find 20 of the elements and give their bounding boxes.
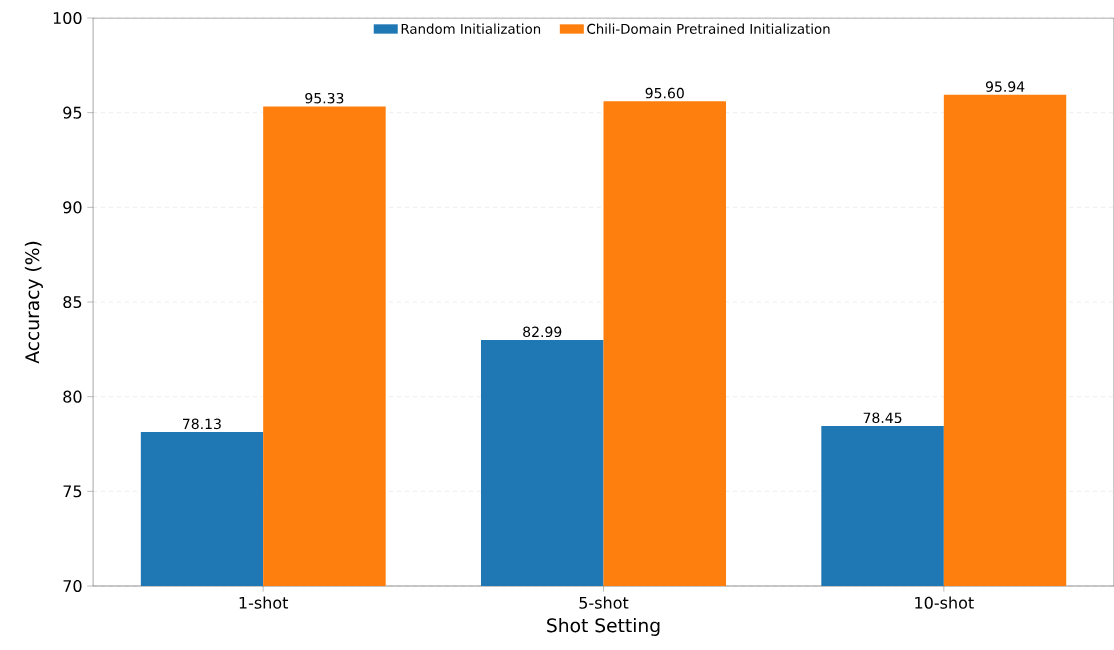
- data-label: 95.94: [985, 81, 1025, 92]
- x-tick-label: 10-shot: [915, 596, 974, 609]
- data-label: 95.60: [645, 87, 684, 99]
- x-axis-title: Shot Setting: [547, 617, 660, 637]
- y-tick-label: 80: [63, 390, 82, 403]
- data-label: 78.45: [863, 412, 902, 424]
- y-tick-label: 85: [63, 295, 82, 309]
- y-tick-label: 75: [63, 485, 82, 498]
- y-tick-label: 95: [63, 106, 82, 119]
- data-label: 95.33: [305, 92, 344, 104]
- data-label: 78.13: [183, 418, 221, 430]
- x-tick-label: 1-shot: [239, 596, 289, 609]
- data-label: 82.99: [523, 326, 562, 338]
- y-tick-label: 90: [63, 201, 82, 214]
- legend-label: Random Initialization: [401, 23, 541, 34]
- legend-label: Chili-Domain Pretrained Initialization: [587, 23, 830, 34]
- y-tick-label: 100: [53, 11, 82, 25]
- y-tick-label: 70: [63, 579, 82, 593]
- y-axis-title: Accuracy (%): [24, 241, 43, 364]
- x-tick-label: 5-shot: [579, 596, 629, 609]
